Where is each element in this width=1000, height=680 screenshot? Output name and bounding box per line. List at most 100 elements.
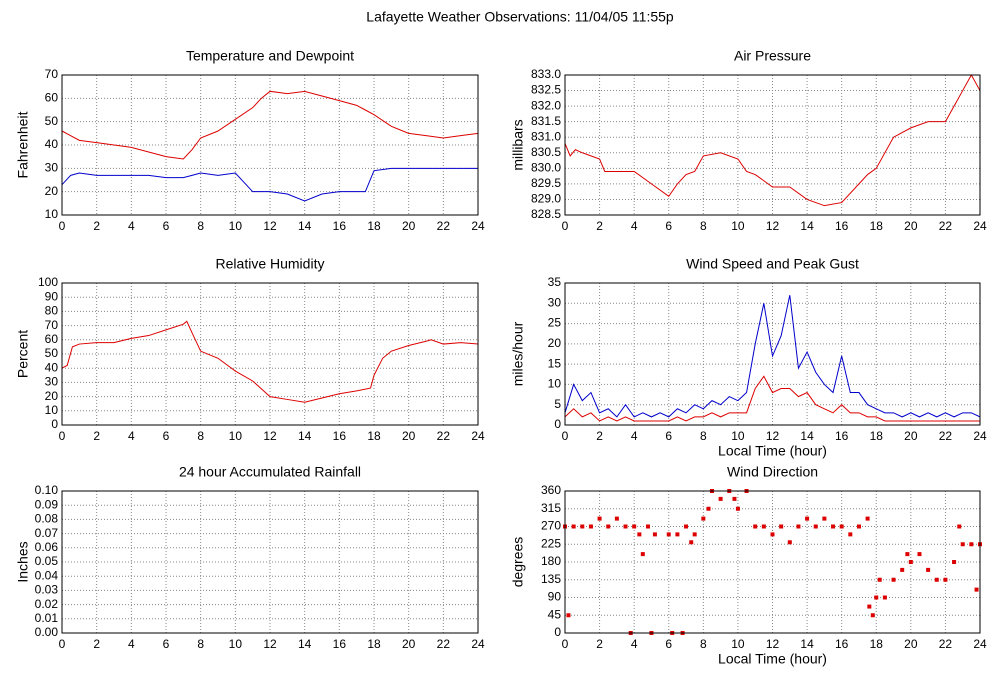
data-point (874, 595, 879, 600)
y-tick-label: 20 (45, 184, 59, 198)
x-tick-label: 20 (402, 219, 416, 233)
x-tick-label: 6 (163, 429, 170, 443)
data-point (900, 567, 905, 572)
x-tick-label: 16 (835, 429, 849, 443)
data-point (917, 552, 922, 557)
data-line (564, 375, 980, 422)
data-point (865, 516, 870, 521)
x-tick-label: 16 (835, 219, 849, 233)
x-tick-label: 18 (367, 429, 381, 443)
x-tick-label: 10 (731, 219, 745, 233)
data-line (61, 320, 479, 403)
y-tick-label: 180 (541, 554, 561, 568)
y-tick-label: 45 (548, 607, 562, 621)
x-tick-label: 6 (665, 429, 672, 443)
x-tick-label: 4 (128, 219, 135, 233)
page-title: Lafayette Weather Observations: 11/04/05… (366, 9, 674, 25)
data-point (675, 532, 680, 537)
y-tick-label: 10 (45, 207, 59, 221)
x-tick-label: 2 (596, 429, 603, 443)
data-point (891, 577, 896, 582)
data-point (839, 524, 844, 529)
data-point (926, 567, 931, 572)
x-tick-label: 10 (731, 637, 745, 651)
plot-frame (564, 490, 981, 634)
y-tick-label: 60 (45, 91, 59, 105)
x-tick-label: 14 (298, 429, 312, 443)
x-tick-label: 10 (229, 637, 243, 651)
data-point (761, 524, 766, 529)
y-tick-label: 360 (541, 483, 561, 497)
x-tick-label: 8 (700, 429, 707, 443)
data-point (831, 524, 836, 529)
y-tick-label: 833.0 (531, 67, 561, 81)
x-tick-label: 2 (93, 219, 100, 233)
y-tick-label: 100 (38, 275, 58, 289)
data-point (934, 577, 939, 582)
y-tick-label: 0 (554, 625, 561, 639)
y-axis-label: Fahrenheit (15, 111, 31, 178)
data-point (877, 577, 882, 582)
data-point (684, 524, 689, 529)
y-tick-label: 70 (45, 318, 59, 332)
x-tick-label: 0 (562, 219, 569, 233)
x-tick-label: 24 (973, 637, 987, 651)
y-tick-label: 0.08 (35, 512, 59, 526)
y-tick-label: 15 (548, 356, 562, 370)
data-point (770, 532, 775, 537)
x-tick-label: 14 (298, 219, 312, 233)
panel-title: Air Pressure (734, 48, 811, 64)
x-tick-label: 22 (437, 429, 451, 443)
y-tick-label: 0.07 (35, 526, 59, 540)
x-tick-label: 0 (562, 637, 569, 651)
x-tick-label: 2 (596, 637, 603, 651)
data-point (571, 524, 576, 529)
data-point (779, 524, 784, 529)
x-tick-label: 0 (59, 429, 66, 443)
y-tick-label: 830.5 (531, 145, 561, 159)
y-tick-label: 0.10 (35, 483, 59, 497)
y-axis-label: degrees (510, 537, 526, 588)
y-tick-label: 0.02 (35, 597, 59, 611)
panel-title: Wind Direction (727, 464, 818, 480)
y-tick-label: 90 (45, 289, 59, 303)
x-tick-label: 8 (700, 219, 707, 233)
x-tick-label: 4 (631, 637, 638, 651)
x-tick-label: 18 (870, 429, 884, 443)
panel-title: 24 hour Accumulated Rainfall (179, 464, 361, 480)
data-point (701, 516, 706, 521)
data-point (597, 516, 602, 521)
data-point (652, 532, 657, 537)
x-tick-label: 12 (263, 637, 277, 651)
data-point (943, 577, 948, 582)
data-point (689, 540, 694, 545)
x-tick-label: 18 (367, 637, 381, 651)
x-tick-label: 10 (731, 429, 745, 443)
data-point (960, 542, 965, 547)
y-tick-label: 135 (541, 572, 561, 586)
data-line (564, 295, 981, 418)
x-tick-label: 22 (437, 219, 451, 233)
y-tick-label: 831.5 (531, 114, 561, 128)
x-tick-label: 6 (665, 219, 672, 233)
x-tick-label: 22 (939, 219, 953, 233)
plot-frame (61, 490, 479, 634)
data-point (623, 524, 628, 529)
x-tick-label: 16 (835, 637, 849, 651)
y-tick-label: 0.09 (35, 497, 59, 511)
y-tick-label: 0.05 (35, 554, 59, 568)
y-axis-label: Percent (15, 330, 31, 378)
y-tick-label: 832.0 (531, 98, 561, 112)
x-tick-label: 12 (263, 429, 277, 443)
data-point (822, 516, 827, 521)
x-tick-label: 2 (93, 637, 100, 651)
data-point (805, 516, 810, 521)
data-point (566, 613, 571, 618)
y-tick-label: 40 (45, 137, 59, 151)
x-axis-label: Local Time (hour) (718, 651, 827, 667)
x-tick-label: 12 (263, 219, 277, 233)
panel-title: Wind Speed and Peak Gust (686, 256, 859, 272)
x-tick-label: 20 (904, 219, 918, 233)
x-tick-label: 22 (437, 637, 451, 651)
